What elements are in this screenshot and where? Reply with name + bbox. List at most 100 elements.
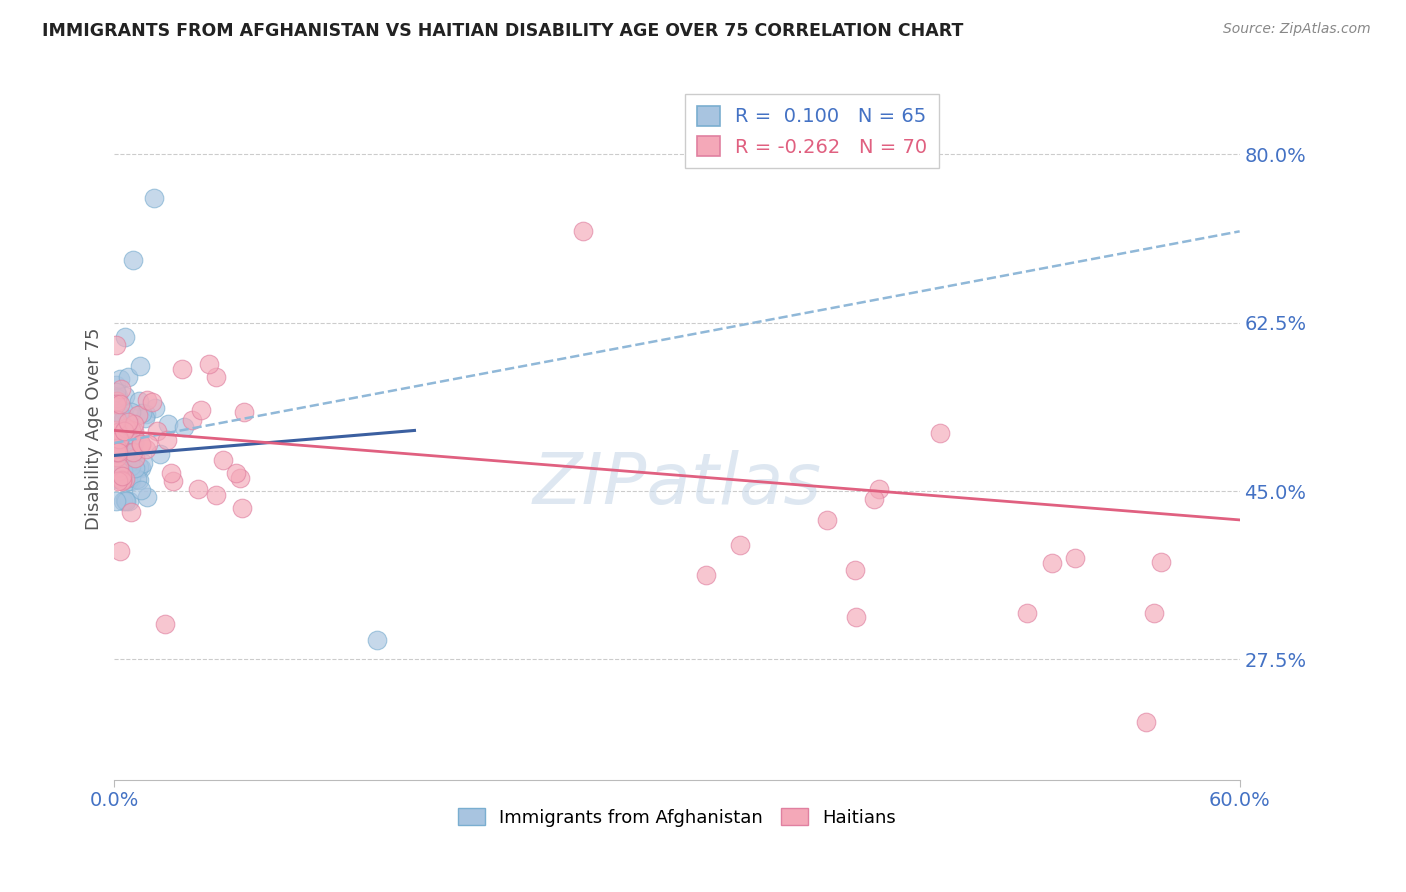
Point	[108, 445, 131, 459]
Point	[187, 482, 209, 496]
Point	[190, 403, 212, 417]
Point	[129, 461, 152, 475]
Point	[204, 370, 226, 384]
Point	[108, 544, 131, 558]
Point	[120, 505, 142, 519]
Point	[111, 464, 134, 478]
Point	[105, 338, 128, 352]
Point	[111, 469, 134, 483]
Point	[115, 493, 138, 508]
Point	[111, 475, 134, 489]
Point	[928, 426, 950, 441]
Point	[142, 191, 165, 205]
Point	[135, 392, 157, 407]
Point	[117, 475, 139, 489]
Point	[862, 491, 884, 506]
Point	[108, 460, 131, 475]
Point	[156, 417, 179, 431]
Point	[105, 392, 128, 406]
Point	[129, 437, 152, 451]
Point	[124, 450, 146, 465]
Point	[1143, 606, 1166, 620]
Point	[128, 460, 150, 475]
Point	[146, 424, 169, 438]
Point	[1135, 714, 1157, 729]
Point	[180, 413, 202, 427]
Point	[131, 406, 153, 420]
Point	[1149, 555, 1171, 569]
Point	[107, 425, 129, 439]
Point	[112, 424, 135, 438]
Text: IMMIGRANTS FROM AFGHANISTAN VS HAITIAN DISABILITY AGE OVER 75 CORRELATION CHART: IMMIGRANTS FROM AFGHANISTAN VS HAITIAN D…	[42, 22, 963, 40]
Point	[204, 487, 226, 501]
Point	[129, 483, 152, 497]
Point	[105, 472, 128, 486]
Point	[128, 473, 150, 487]
Point	[118, 458, 141, 472]
Point	[122, 417, 145, 432]
Point	[107, 389, 129, 403]
Point	[117, 420, 139, 434]
Point	[105, 445, 128, 459]
Point	[149, 447, 172, 461]
Point	[110, 453, 132, 467]
Point	[815, 513, 838, 527]
Point	[105, 441, 128, 455]
Point	[105, 442, 128, 456]
Point	[114, 472, 136, 486]
Point	[105, 493, 128, 508]
Point	[122, 447, 145, 461]
Point	[112, 412, 135, 426]
Point	[1064, 551, 1087, 566]
Point	[105, 450, 128, 465]
Point	[108, 454, 131, 468]
Point	[845, 610, 868, 624]
Point	[115, 445, 138, 459]
Point	[105, 423, 128, 437]
Point	[122, 444, 145, 458]
Point	[105, 378, 128, 392]
Point	[695, 567, 717, 582]
Point	[160, 466, 183, 480]
Point	[114, 472, 136, 486]
Point	[105, 413, 128, 427]
Point	[117, 450, 139, 464]
Point	[118, 493, 141, 508]
Point	[135, 442, 157, 456]
Point	[108, 432, 131, 446]
Point	[134, 411, 156, 425]
Point	[115, 429, 138, 443]
Point	[225, 467, 247, 481]
Point	[156, 434, 179, 448]
Point	[114, 389, 136, 403]
Point	[108, 464, 131, 478]
Point	[108, 372, 131, 386]
Point	[107, 475, 129, 489]
Point	[111, 473, 134, 487]
Point	[1040, 556, 1063, 570]
Point	[162, 475, 184, 489]
Point	[114, 330, 136, 344]
Point	[572, 224, 595, 238]
Point	[136, 437, 159, 451]
Point	[124, 424, 146, 438]
Point	[212, 453, 235, 467]
Point	[117, 415, 139, 429]
Point	[128, 394, 150, 409]
Point	[122, 427, 145, 442]
Point	[120, 405, 142, 419]
Point	[120, 470, 142, 484]
Text: ZIPatlas: ZIPatlas	[533, 450, 821, 519]
Point	[141, 394, 163, 409]
Point	[107, 445, 129, 459]
Point	[366, 633, 388, 648]
Point	[105, 449, 128, 463]
Point	[111, 493, 134, 508]
Point	[229, 471, 252, 485]
Y-axis label: Disability Age Over 75: Disability Age Over 75	[86, 327, 103, 530]
Point	[136, 490, 159, 504]
Point	[844, 563, 866, 577]
Point	[198, 357, 221, 371]
Point	[105, 385, 128, 400]
Point	[105, 471, 128, 485]
